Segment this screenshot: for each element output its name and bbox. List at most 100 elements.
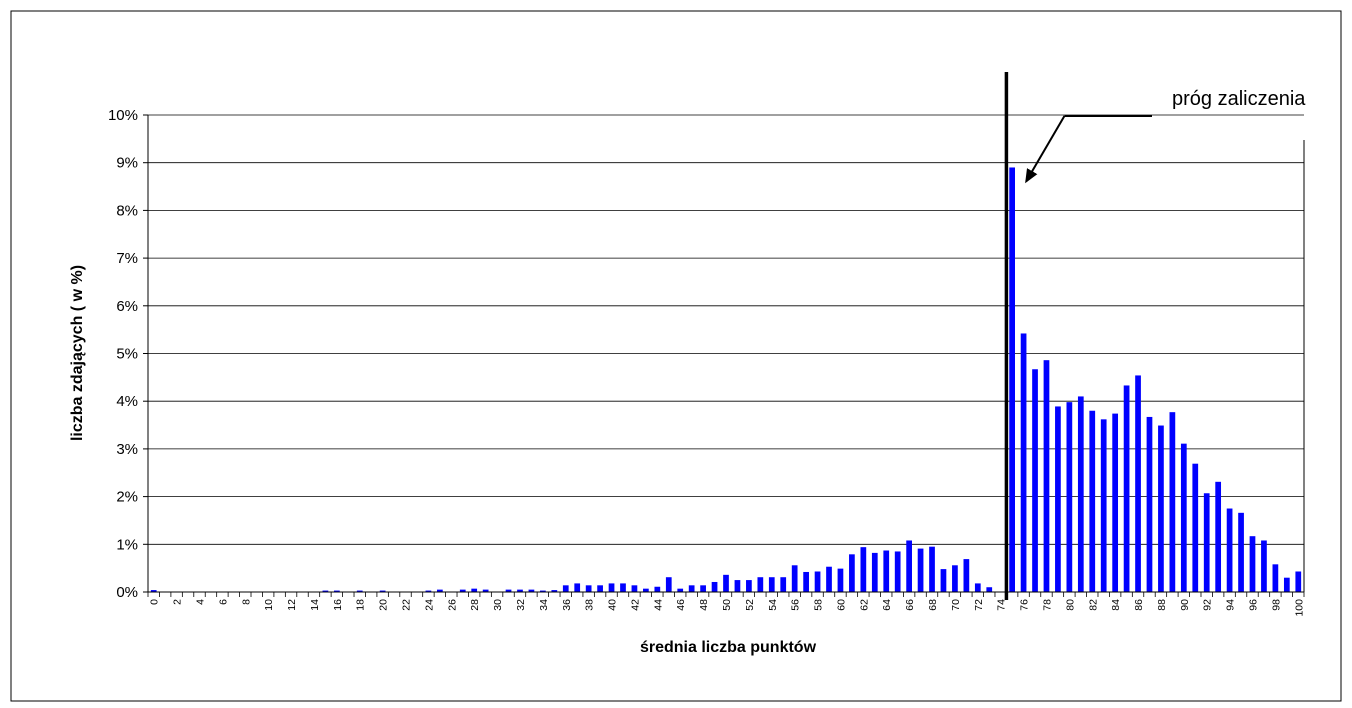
bar [540, 590, 546, 592]
bar [757, 577, 764, 592]
x-tick-label: 80 [1064, 599, 1076, 611]
x-tick-label: 54 [767, 599, 779, 611]
bar [1009, 167, 1015, 592]
x-tick-labels: 0 2 4 6 8 10 12 14 16 18 20 22 24 26 28 30 32 34 36 38 40 42 4… [149, 599, 1306, 617]
outer-border [10, 10, 1342, 702]
bar [654, 586, 661, 592]
bar [837, 568, 844, 592]
bar [425, 590, 432, 592]
bar [723, 574, 729, 592]
x-tick-label: 38 [584, 599, 596, 611]
y-tick-label: 10% [108, 107, 138, 124]
bar [1295, 571, 1302, 592]
bar [665, 577, 672, 592]
bar [1066, 402, 1073, 592]
bar [459, 589, 466, 592]
x-tick-label: 86 [1133, 599, 1145, 611]
bar [1146, 416, 1153, 592]
x-tick-label: 8 [240, 599, 252, 605]
bar [952, 565, 958, 592]
x-tick-label: 96 [1248, 599, 1260, 611]
bar [871, 552, 878, 592]
bar [1249, 536, 1256, 592]
x-tick-label: 14 [309, 599, 321, 611]
bar [356, 590, 363, 592]
x-tick-label: 26 [446, 599, 458, 611]
bar [746, 580, 752, 592]
bar [803, 571, 809, 592]
x-tick-label: 18 [355, 599, 367, 611]
y-tick-label: 8% [116, 202, 138, 219]
y-tick-label: 2% [116, 489, 138, 506]
bar [791, 565, 798, 592]
bar [780, 577, 787, 592]
bar [574, 583, 581, 592]
x-tick-label: 66 [904, 599, 916, 611]
bar [1180, 443, 1187, 592]
x-tick-label: 70 [950, 599, 962, 611]
bar [860, 547, 867, 592]
x-tick-label: 22 [401, 599, 413, 611]
bar [734, 580, 741, 592]
bar [940, 569, 947, 592]
bar [517, 589, 523, 592]
x-tick-label: 60 [835, 599, 847, 611]
x-tick-label: 36 [561, 599, 573, 611]
bar [688, 585, 695, 592]
bar [437, 589, 443, 592]
x-tick-label: 58 [813, 599, 825, 611]
y-tick-label: 5% [116, 346, 138, 363]
bar [814, 571, 821, 592]
bar [1112, 413, 1119, 592]
bar [1055, 406, 1061, 592]
bar [1192, 463, 1199, 592]
bar [482, 589, 489, 592]
bar [906, 540, 912, 592]
x-tick-label: 2 [172, 599, 184, 605]
bar [528, 589, 535, 592]
bar [1238, 512, 1244, 592]
x-tick-label: 68 [927, 599, 939, 611]
x-tick-label: 76 [1019, 599, 1031, 611]
x-tick-label: 100 [1293, 599, 1305, 617]
bar [1020, 333, 1027, 592]
x-tick-label: 72 [973, 599, 985, 611]
bar [333, 590, 340, 592]
y-tick-label: 3% [116, 441, 138, 458]
bar [1226, 508, 1233, 592]
x-tick-label: 84 [1110, 599, 1122, 611]
bar [631, 585, 638, 592]
bar [1283, 577, 1290, 592]
x-tick-label: 20 [378, 599, 390, 611]
x-tick-label: 24 [423, 599, 435, 611]
x-tick-label: 12 [286, 599, 298, 611]
bar [585, 585, 592, 592]
y-tick-label: 0% [116, 584, 138, 601]
bar [826, 566, 832, 592]
bar [562, 585, 569, 592]
bar [917, 548, 924, 592]
bar [929, 546, 935, 592]
bar [1169, 412, 1176, 592]
bar [1077, 396, 1084, 592]
threshold-marker [1004, 72, 1152, 600]
bar [1215, 481, 1222, 592]
x-tick-label: 46 [675, 599, 687, 611]
bar [986, 587, 993, 592]
x-tick-label: 94 [1225, 599, 1237, 611]
x-tick-label: 28 [469, 599, 481, 611]
bar [1100, 419, 1107, 592]
x-tick-label: 56 [790, 599, 802, 611]
bar [711, 581, 718, 592]
bar [1272, 564, 1279, 592]
x-tick-label: 42 [629, 599, 641, 611]
bar [700, 585, 706, 592]
bar [849, 554, 855, 592]
bar [551, 590, 558, 592]
x-tick-label: 74 [996, 599, 1008, 611]
x-tick-label: 4 [195, 599, 207, 605]
y-tick-label: 4% [116, 393, 138, 410]
x-tick-label: 32 [515, 599, 527, 611]
x-tick-label: 82 [1087, 599, 1099, 611]
